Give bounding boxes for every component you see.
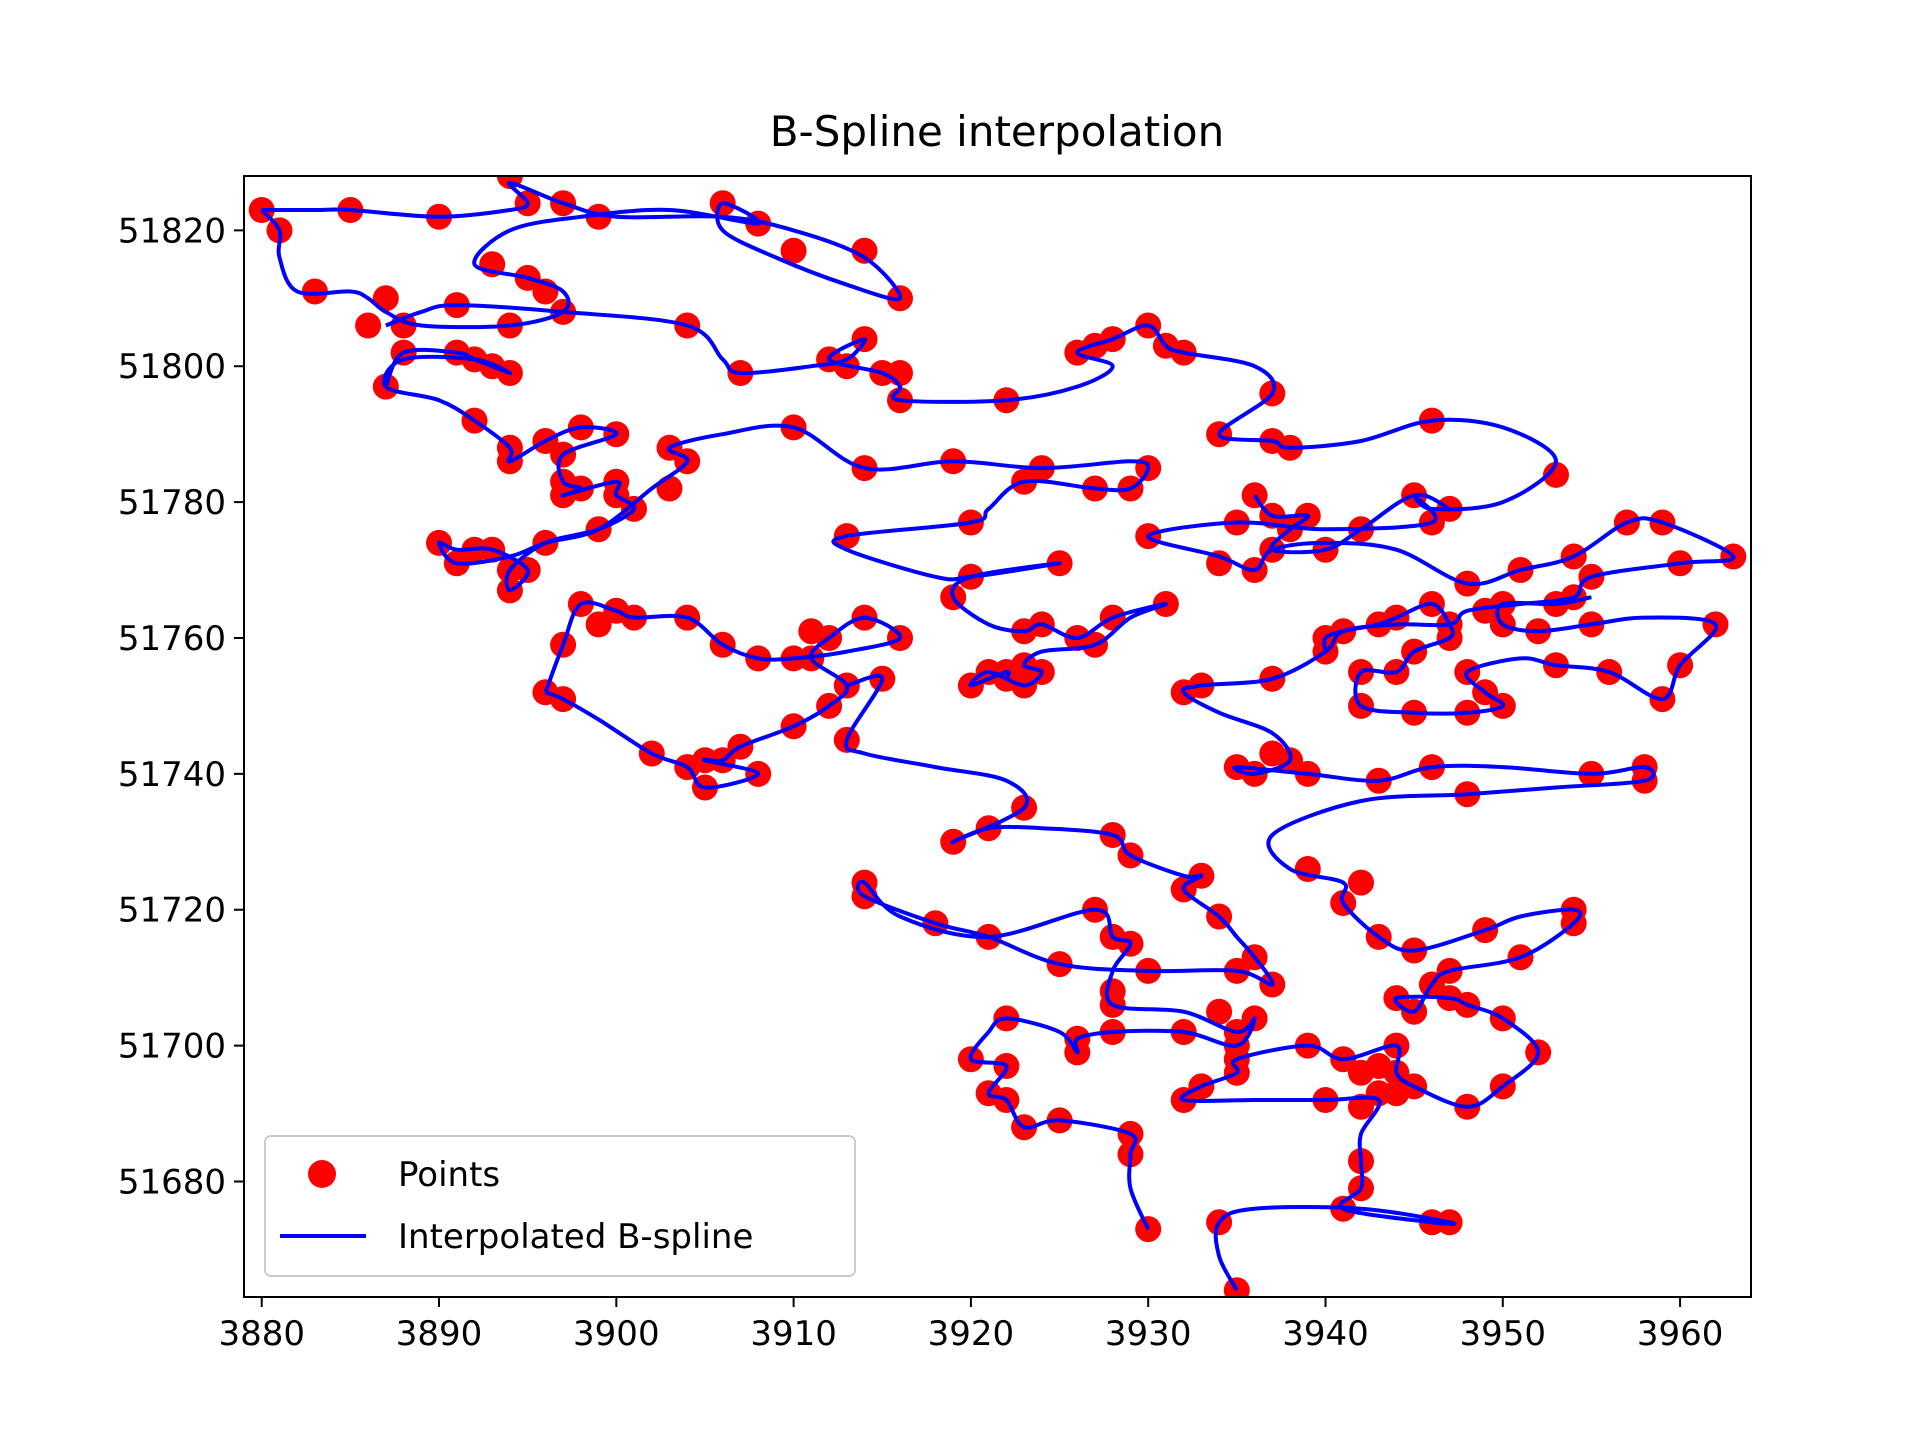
legend: Points Interpolated B-spline bbox=[264, 1135, 856, 1277]
x-tick-label: 3930 bbox=[1105, 1314, 1192, 1354]
data-point bbox=[585, 203, 612, 230]
data-point bbox=[851, 237, 878, 264]
plot-area-frame bbox=[243, 175, 1752, 1298]
data-point bbox=[1348, 1093, 1374, 1120]
data-point bbox=[1206, 998, 1233, 1025]
y-tick-label: 51700 bbox=[118, 1027, 226, 1067]
spline-lines bbox=[260, 180, 1736, 1292]
data-point bbox=[1348, 869, 1374, 896]
y-tick-label: 51820 bbox=[118, 211, 226, 251]
y-axis: 51680 51700 51720 51740 51760 51780 51800 51820 bbox=[118, 211, 244, 1203]
y-tick-label: 51680 bbox=[118, 1163, 226, 1203]
spline-path-5 bbox=[844, 673, 1275, 1230]
x-tick-label: 3940 bbox=[1282, 1314, 1369, 1354]
spline-path-2 bbox=[385, 303, 1736, 1292]
x-tick-label: 3890 bbox=[396, 1314, 483, 1354]
x-tick-label: 3900 bbox=[573, 1314, 660, 1354]
data-point bbox=[355, 312, 382, 339]
x-tick-label: 3880 bbox=[218, 1314, 305, 1354]
y-tick-label: 51740 bbox=[118, 755, 226, 795]
y-tick-label: 51760 bbox=[118, 619, 226, 659]
y-tick-label: 51780 bbox=[118, 483, 226, 523]
spline-path-3 bbox=[382, 347, 1168, 688]
legend-box bbox=[264, 1135, 856, 1277]
legend-points-label: Points bbox=[398, 1155, 500, 1195]
data-point bbox=[585, 611, 612, 638]
y-tick-label: 51720 bbox=[118, 891, 226, 931]
y-tick-label: 51800 bbox=[118, 347, 226, 387]
data-point bbox=[1543, 461, 1569, 488]
data-point bbox=[301, 278, 328, 305]
data-point bbox=[780, 237, 807, 264]
spline-path-6 bbox=[1322, 595, 1719, 716]
chart-title: B-Spline interpolation bbox=[770, 107, 1225, 156]
legend-line-label: Interpolated B-spline bbox=[398, 1217, 753, 1257]
x-axis: 3880 3890 3900 3910 3920 3930 3940 3950 3960 bbox=[218, 1297, 1723, 1354]
x-tick-label: 3960 bbox=[1637, 1314, 1724, 1354]
data-point bbox=[887, 360, 913, 386]
data-point bbox=[372, 285, 399, 312]
spline-path-4 bbox=[543, 600, 903, 790]
data-point bbox=[656, 475, 683, 502]
x-tick-label: 3910 bbox=[750, 1314, 837, 1354]
x-tick-label: 3950 bbox=[1460, 1314, 1547, 1354]
x-tick-label: 3920 bbox=[928, 1314, 1015, 1354]
legend-points-marker bbox=[308, 1160, 336, 1188]
spline-path-1 bbox=[260, 180, 903, 330]
spline-path-7 bbox=[1252, 492, 1451, 555]
